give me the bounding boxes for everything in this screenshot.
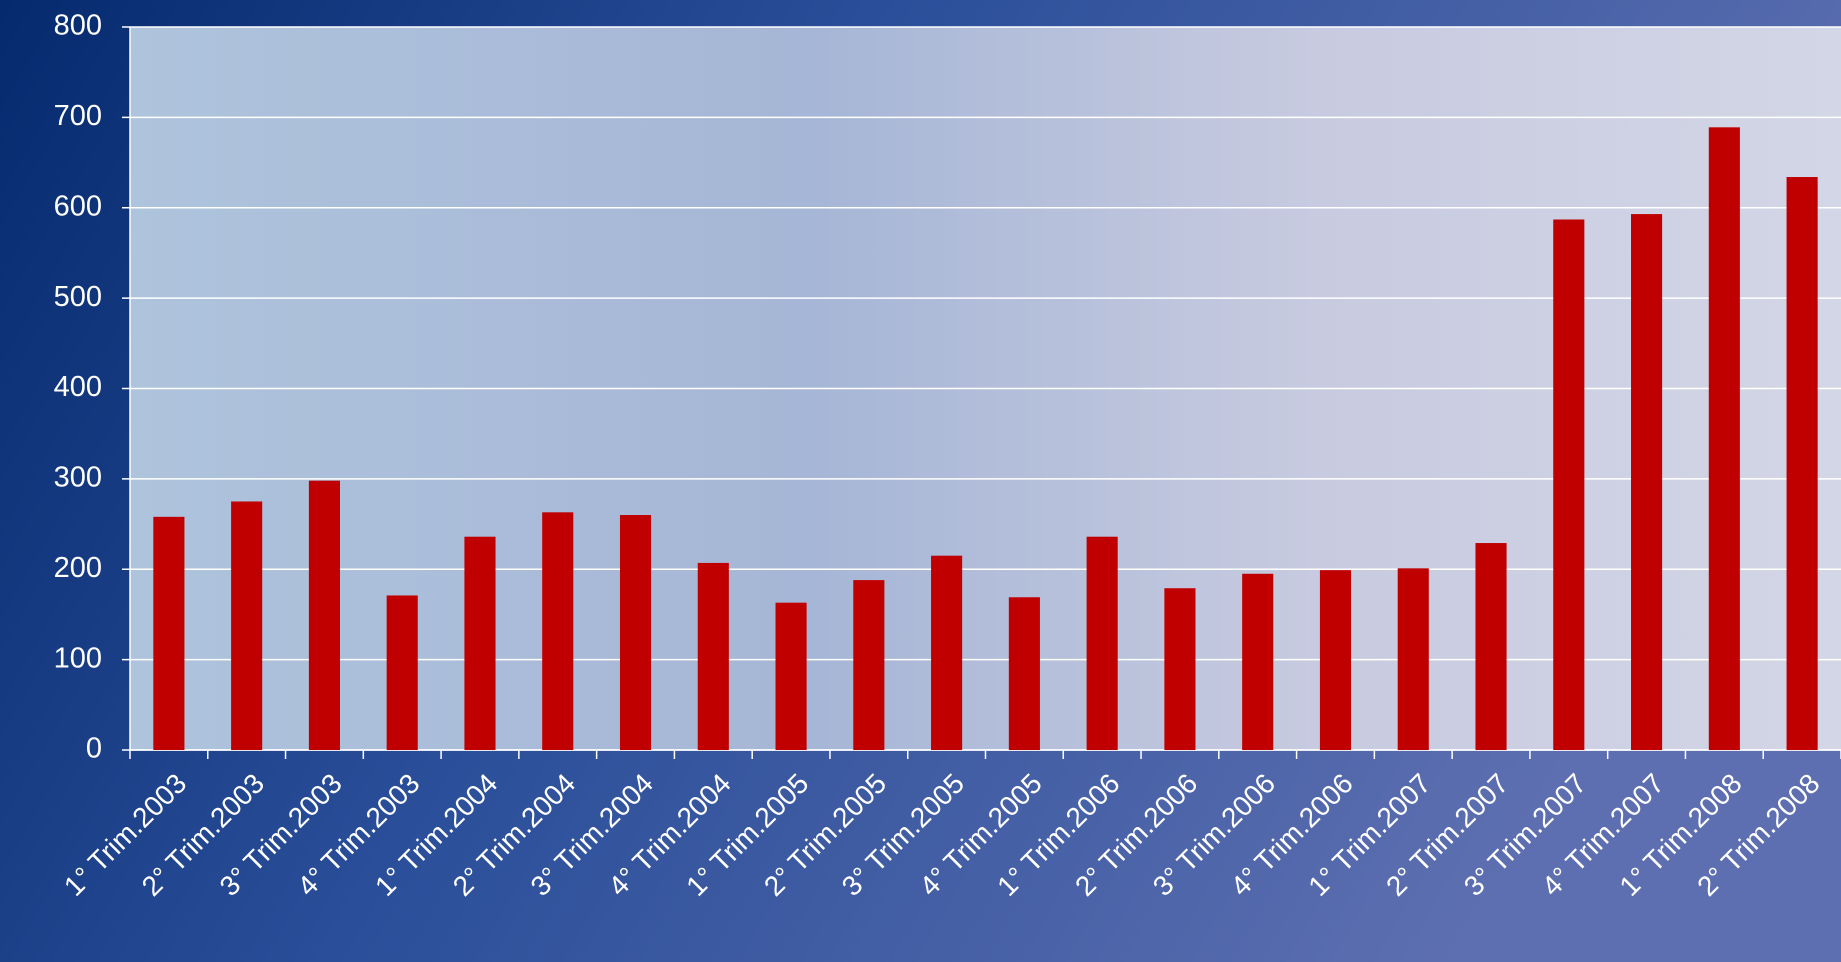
bar <box>1631 214 1663 751</box>
y-tick-label: 400 <box>54 371 102 403</box>
bar <box>308 480 340 750</box>
y-tick-label: 200 <box>54 552 102 584</box>
y-tick-label: 100 <box>54 642 102 674</box>
bar <box>153 516 185 750</box>
bar <box>1242 573 1274 750</box>
bar <box>1475 543 1507 750</box>
bar <box>231 501 263 750</box>
bar <box>1397 568 1429 750</box>
bar <box>619 515 652 750</box>
bar <box>775 602 807 750</box>
bar <box>1008 597 1040 750</box>
y-tick-label: 800 <box>54 10 102 42</box>
bar <box>386 595 418 750</box>
y-tick-label: 700 <box>54 100 102 132</box>
bar <box>1319 570 1352 750</box>
bar <box>1164 588 1196 750</box>
bar <box>697 562 729 750</box>
bar <box>464 536 496 750</box>
bar <box>1086 536 1118 750</box>
bar <box>1553 219 1585 750</box>
bar <box>931 555 963 750</box>
y-tick-label: 300 <box>54 462 102 494</box>
bar <box>542 512 574 750</box>
y-tick-label: 0 <box>86 733 102 765</box>
bar <box>1786 177 1818 750</box>
y-tick-label: 500 <box>54 281 102 313</box>
y-tick-label: 600 <box>54 190 102 222</box>
bar <box>853 580 885 750</box>
bar <box>1708 127 1740 750</box>
